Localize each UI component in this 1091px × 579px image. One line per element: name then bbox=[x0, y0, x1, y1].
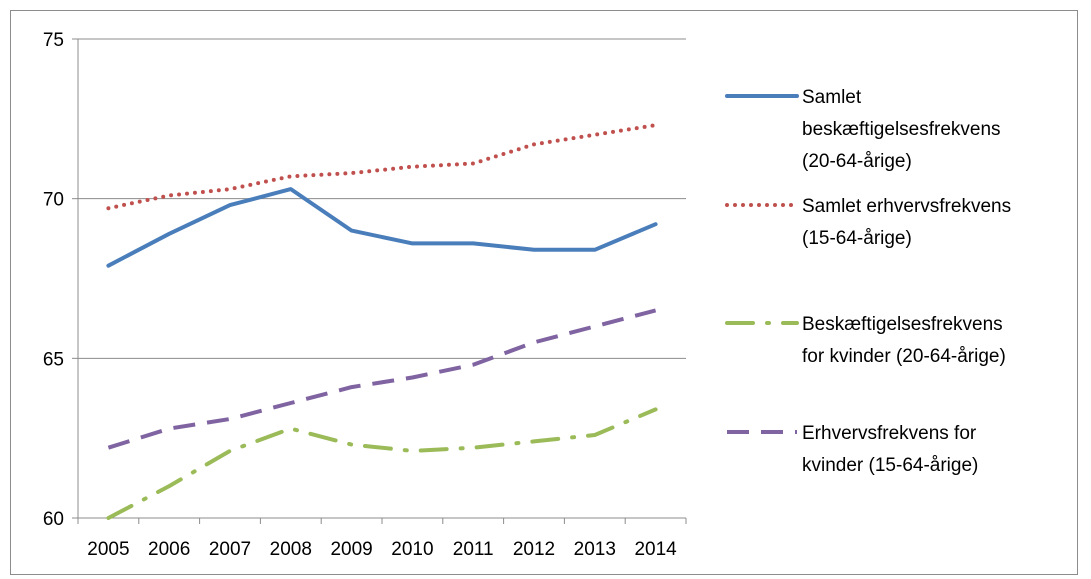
x-tick-label: 2011 bbox=[453, 539, 494, 560]
y-tick-label: 60 bbox=[43, 509, 64, 530]
legend-label: Erhvervsfrekvens for bbox=[802, 423, 977, 444]
legend-label: for kvinder (20-64-årige) bbox=[802, 346, 1006, 367]
series-line-3 bbox=[106, 407, 658, 520]
chart-frame bbox=[10, 10, 1078, 575]
x-tick-label: 2006 bbox=[148, 539, 190, 560]
y-tick-label: 75 bbox=[43, 30, 64, 51]
x-tick-label: 2014 bbox=[634, 539, 677, 560]
x-tick-label: 2005 bbox=[87, 539, 129, 560]
series-line-4 bbox=[107, 308, 657, 450]
x-tick-label: 2009 bbox=[330, 539, 372, 560]
series-line-1 bbox=[106, 187, 658, 268]
legend-label: Beskæftigelsesfrekvens bbox=[802, 314, 1003, 335]
x-tick-label: 2012 bbox=[513, 539, 555, 560]
legend-label: Samlet bbox=[802, 87, 862, 108]
legend-label: Samlet erhvervsfrekvens bbox=[802, 196, 1011, 217]
legend-label: (15-64-årige) bbox=[802, 228, 912, 249]
y-tick-label: 65 bbox=[43, 349, 64, 370]
legend-label: (20-64-årige) bbox=[802, 151, 912, 172]
x-tick-label: 2013 bbox=[574, 539, 616, 560]
x-tick-label: 2008 bbox=[270, 539, 312, 560]
x-tick-label: 2007 bbox=[209, 539, 251, 560]
series-line-2 bbox=[106, 123, 658, 211]
x-tick-label: 2010 bbox=[391, 539, 433, 560]
legend-label: kvinder (15-64-årige) bbox=[802, 455, 978, 476]
y-tick-label: 70 bbox=[43, 190, 64, 211]
legend-label: beskæftigelsesfrekvens bbox=[802, 119, 1001, 140]
